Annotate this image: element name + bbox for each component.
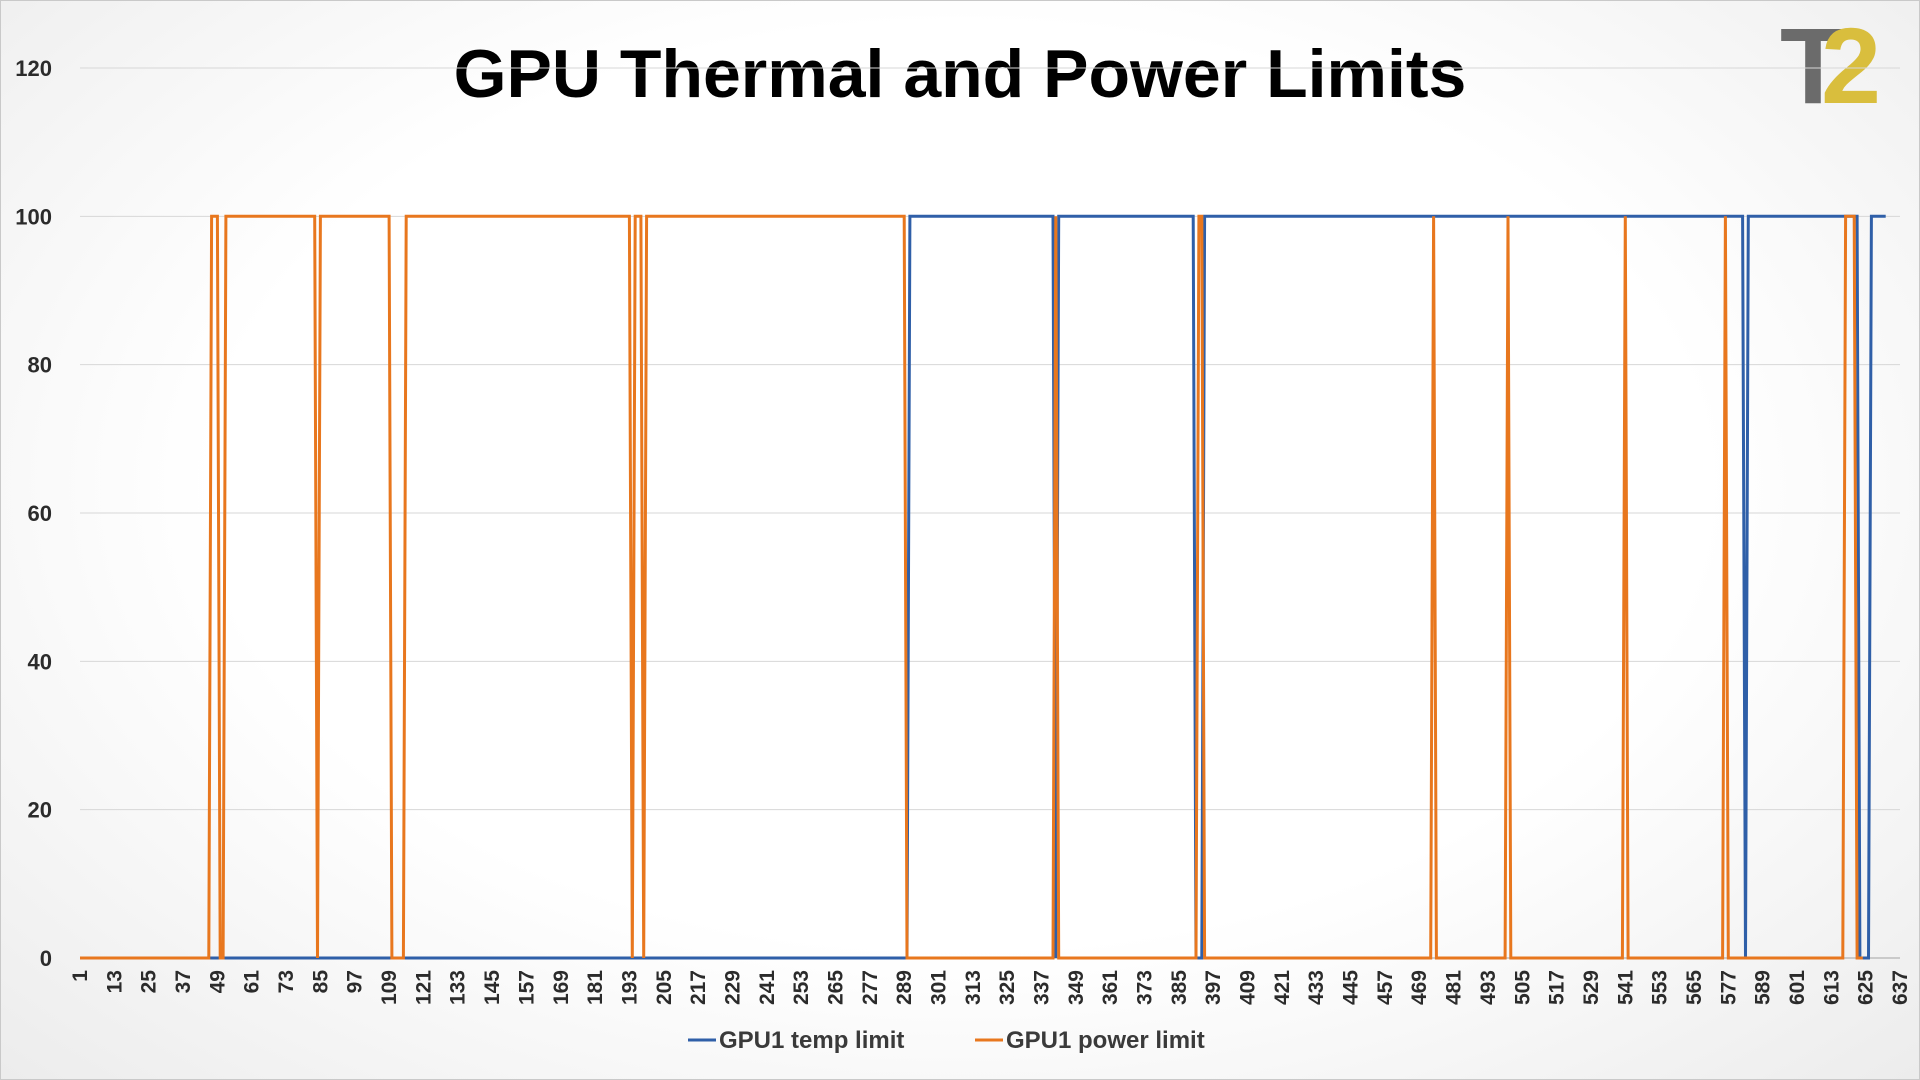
y-tick-label: 80 [28, 353, 52, 378]
x-tick-label: 493 [1477, 970, 1500, 1005]
x-tick-label: 37 [172, 970, 195, 993]
x-tick-label: 277 [859, 970, 882, 1005]
y-tick-label: 100 [15, 204, 52, 229]
x-tick-label: 109 [378, 970, 401, 1005]
x-tick-label: 313 [962, 970, 985, 1005]
x-tick-label: 1 [69, 970, 92, 982]
y-tick-label: 0 [40, 946, 52, 971]
x-tick-label: 121 [412, 970, 435, 1005]
series-line-temp-limit [80, 214, 1886, 960]
x-tick-label: 433 [1305, 970, 1328, 1005]
x-tick-label: 253 [790, 970, 813, 1005]
x-tick-label: 49 [206, 970, 229, 993]
x-tick-label: 457 [1374, 970, 1397, 1005]
y-axis-ticks: 0 20 40 60 80 100 120 [15, 56, 52, 971]
x-tick-label: 373 [1134, 970, 1157, 1005]
x-tick-label: 181 [584, 970, 607, 1005]
x-tick-label: 145 [481, 970, 504, 1005]
x-tick-label: 637 [1889, 970, 1912, 1005]
x-tick-label: 397 [1202, 970, 1225, 1005]
y-tick-label: 20 [28, 798, 52, 823]
x-tick-label: 337 [1031, 970, 1054, 1005]
x-tick-label: 133 [447, 970, 470, 1005]
x-tick-label: 625 [1855, 970, 1878, 1005]
chart-title: GPU Thermal and Power Limits [454, 36, 1467, 112]
x-tick-label: 409 [1237, 970, 1260, 1005]
x-tick-label: 517 [1546, 970, 1569, 1005]
x-axis-ticks: 1 13 25 37 49 61 73 85 97 109 121 133 145 157 169 181 19… [69, 970, 1912, 1005]
series-line-power-limit [80, 214, 1863, 960]
x-tick-label: 529 [1580, 970, 1603, 1005]
y-tick-label: 40 [28, 649, 52, 674]
t2-logo: T 2 [1780, 5, 1881, 126]
x-tick-label: 565 [1683, 970, 1706, 1005]
series-lines [80, 214, 1886, 960]
x-tick-label: 601 [1786, 970, 1809, 1005]
x-tick-label: 241 [756, 970, 779, 1005]
legend-label: GPU1 temp limit [719, 1027, 904, 1054]
x-tick-label: 613 [1820, 970, 1843, 1005]
legend: GPU1 temp limit GPU1 power limit [688, 1027, 1205, 1054]
x-tick-label: 589 [1752, 970, 1775, 1005]
x-tick-label: 361 [1099, 970, 1122, 1005]
x-tick-label: 325 [996, 970, 1019, 1005]
x-tick-label: 61 [241, 970, 264, 994]
x-tick-label: 385 [1168, 970, 1191, 1005]
logo-number: 2 [1821, 5, 1881, 126]
x-tick-label: 13 [103, 970, 126, 993]
x-tick-label: 217 [687, 970, 710, 1005]
x-tick-label: 265 [824, 970, 847, 1005]
x-tick-label: 541 [1614, 970, 1637, 1005]
x-tick-label: 577 [1717, 970, 1740, 1005]
x-tick-label: 205 [653, 970, 676, 1005]
x-tick-label: 289 [893, 970, 916, 1005]
legend-label: GPU1 power limit [1006, 1027, 1205, 1054]
x-tick-label: 505 [1511, 970, 1534, 1005]
x-tick-label: 553 [1649, 970, 1672, 1005]
y-tick-label: 60 [28, 501, 52, 526]
x-tick-label: 193 [618, 970, 641, 1005]
x-tick-label: 73 [275, 970, 298, 993]
x-tick-label: 157 [515, 970, 538, 1005]
x-tick-label: 469 [1408, 970, 1431, 1005]
x-tick-label: 349 [1065, 970, 1088, 1005]
x-tick-label: 97 [344, 970, 367, 993]
x-tick-label: 481 [1443, 970, 1466, 1005]
logo-letter: T [1780, 5, 1846, 126]
x-tick-label: 445 [1340, 970, 1363, 1005]
x-tick-label: 421 [1271, 970, 1294, 1005]
x-tick-label: 25 [138, 970, 161, 994]
y-tick-label: 120 [15, 56, 52, 81]
x-tick-label: 85 [309, 970, 332, 994]
x-tick-label: 169 [550, 970, 573, 1005]
x-tick-label: 229 [721, 970, 744, 1005]
x-tick-label: 301 [927, 970, 950, 1005]
